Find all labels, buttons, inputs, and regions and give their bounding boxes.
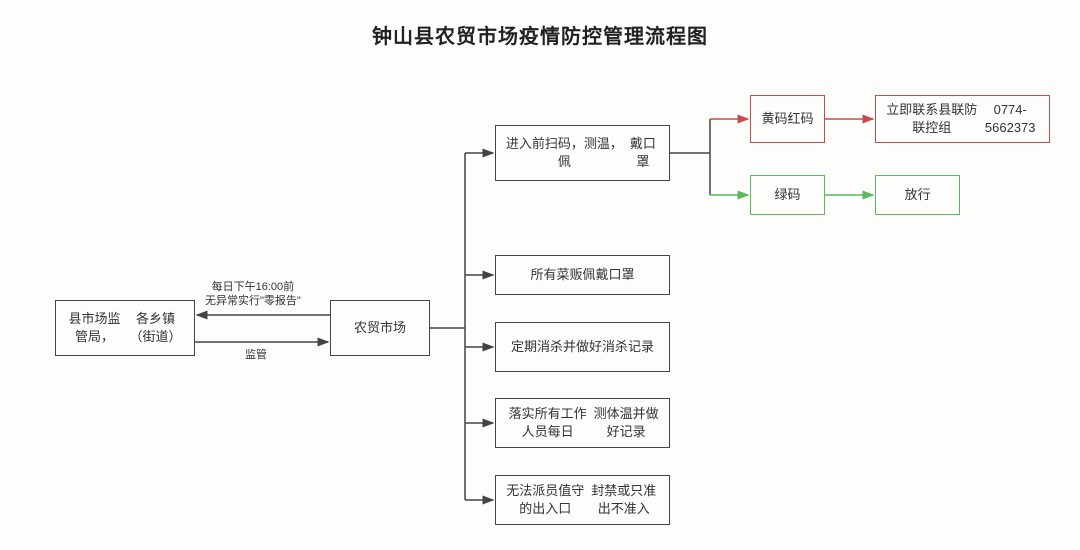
node-exit: 无法派员值守的出入口封禁或只准出不准入: [495, 475, 670, 525]
node-red_code: 黄码红码: [750, 95, 825, 143]
page-title: 钟山县农贸市场疫情防控管理流程图: [0, 20, 1080, 49]
node-pass: 放行: [875, 175, 960, 215]
node-contact: 立即联系县联防联控组0774-5662373: [875, 95, 1050, 143]
node-regulator: 县市场监管局，各乡镇（街道）: [55, 300, 195, 356]
node-scan: 进入前扫码，测温，佩戴口罩: [495, 125, 670, 181]
node-staff_temp: 落实所有工作人员每日测体温并做好记录: [495, 398, 670, 448]
node-disinfect: 定期消杀并做好消杀记录: [495, 322, 670, 372]
node-market: 农贸市场: [330, 300, 430, 356]
node-green_code: 绿码: [750, 175, 825, 215]
edge-label-report: 每日下午16:00前无异常实行"零报告": [205, 280, 301, 309]
node-vendor_mask: 所有菜贩佩戴口罩: [495, 255, 670, 295]
edge-label-supervise: 监管: [245, 348, 267, 362]
